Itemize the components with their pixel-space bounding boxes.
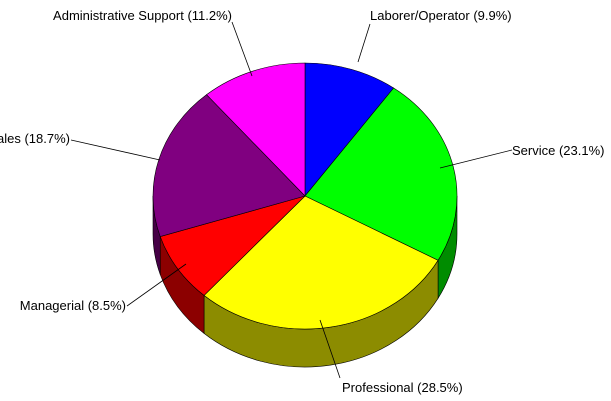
pie-slice-layer <box>152 62 458 330</box>
pie-slice-service <box>304 87 458 261</box>
slice-label-laborer-operator: Laborer/Operator (9.9%) <box>370 8 512 23</box>
leader-line-managerial <box>126 263 187 307</box>
leader-line-administrative-support <box>231 21 253 77</box>
leader-line-sales <box>70 139 161 161</box>
slice-label-administrative-support: Administrative Support (11.2%) <box>53 8 232 23</box>
slice-label-managerial: Managerial (8.5%) <box>20 298 126 313</box>
leader-line-professional <box>319 319 341 379</box>
slice-label-sales: Sales (18.7%) <box>0 131 70 146</box>
leader-line-layer <box>70 21 513 379</box>
pie-side-layer <box>152 195 458 368</box>
slice-label-layer: Laborer/Operator (9.9%) Service (23.1%) Pr… <box>0 8 604 395</box>
slice-label-professional: Professional (28.5%) <box>342 380 463 395</box>
pie-slice-administrative-support <box>206 62 306 197</box>
pie-slice-laborer-operator <box>304 62 395 197</box>
leader-line-laborer-operator <box>357 23 371 63</box>
leader-line-service <box>439 149 513 169</box>
slice-label-service: Service (23.1%) <box>512 143 604 158</box>
pie-slice-professional <box>203 195 439 330</box>
